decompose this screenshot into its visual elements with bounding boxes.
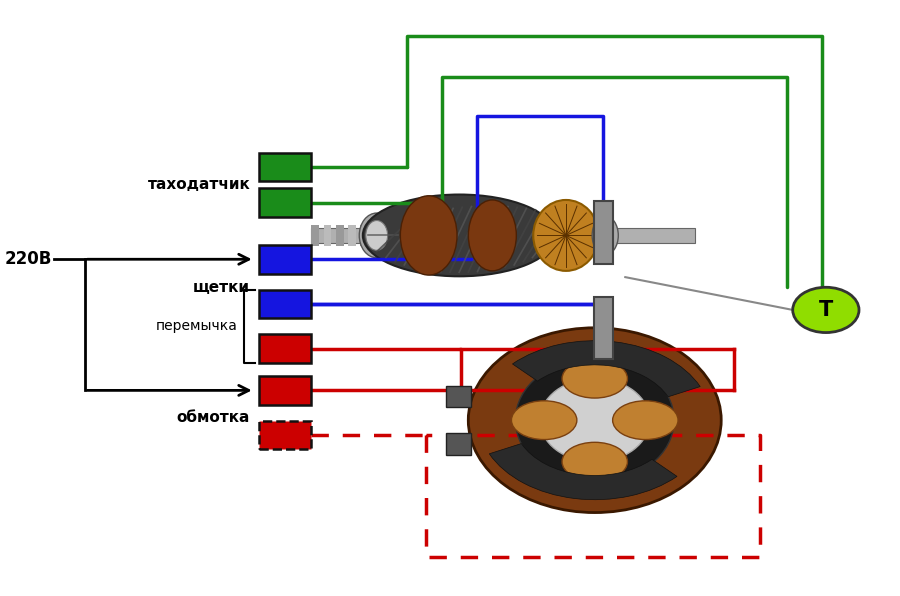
- Ellipse shape: [468, 328, 721, 513]
- Bar: [259, 245, 311, 274]
- Ellipse shape: [359, 213, 394, 258]
- Bar: [594, 201, 613, 263]
- Bar: [259, 421, 311, 449]
- Bar: [348, 225, 356, 246]
- Bar: [594, 296, 613, 359]
- Bar: [259, 188, 311, 217]
- Text: обмотка: обмотка: [177, 409, 250, 425]
- Bar: [336, 225, 344, 246]
- Ellipse shape: [400, 195, 457, 275]
- Text: таходатчик: таходатчик: [148, 177, 250, 193]
- Ellipse shape: [562, 359, 627, 398]
- Text: щетки: щетки: [194, 280, 250, 296]
- Bar: [446, 433, 471, 455]
- Bar: [311, 225, 320, 246]
- Bar: [446, 386, 471, 407]
- Ellipse shape: [592, 216, 618, 255]
- Bar: [259, 334, 311, 363]
- Text: T: T: [819, 300, 833, 320]
- Bar: [259, 376, 311, 405]
- Ellipse shape: [468, 200, 517, 271]
- Bar: [311, 228, 695, 243]
- Wedge shape: [512, 341, 700, 397]
- Wedge shape: [490, 443, 677, 499]
- Bar: [373, 225, 380, 246]
- Circle shape: [793, 287, 859, 333]
- Bar: [259, 153, 311, 181]
- Bar: [259, 290, 311, 318]
- Ellipse shape: [598, 224, 613, 247]
- Ellipse shape: [613, 401, 678, 440]
- Bar: [397, 225, 405, 246]
- Bar: [384, 225, 392, 246]
- Ellipse shape: [363, 194, 555, 277]
- Ellipse shape: [534, 200, 598, 271]
- Ellipse shape: [516, 358, 674, 483]
- Ellipse shape: [511, 401, 577, 440]
- Ellipse shape: [365, 221, 388, 250]
- Text: 220В: 220В: [4, 250, 52, 268]
- Bar: [360, 225, 368, 246]
- Bar: [323, 225, 331, 246]
- Text: перемычка: перемычка: [156, 319, 238, 333]
- Ellipse shape: [540, 378, 650, 462]
- Ellipse shape: [562, 442, 627, 481]
